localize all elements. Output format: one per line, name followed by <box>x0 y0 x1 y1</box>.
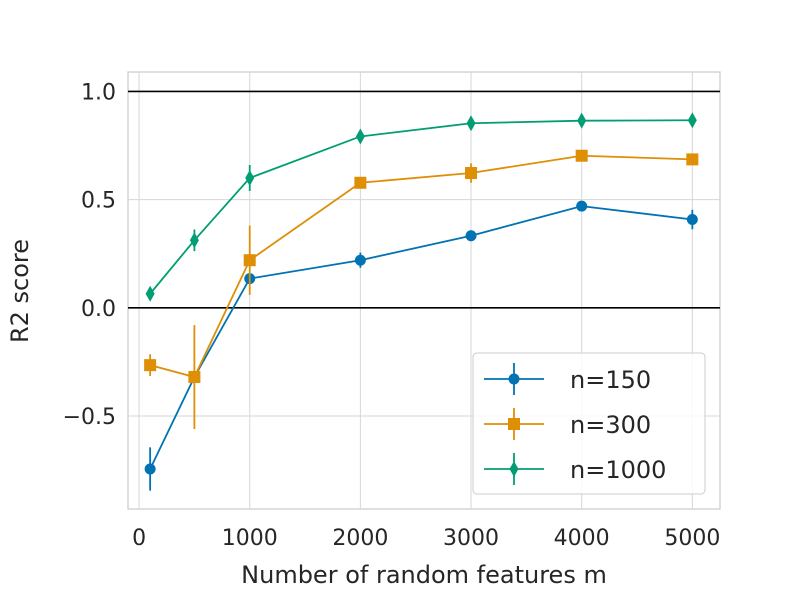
data-point <box>355 128 365 145</box>
data-point <box>575 149 588 162</box>
x-tick-label: 5000 <box>664 526 720 551</box>
data-point <box>465 230 477 242</box>
data-point <box>576 200 588 212</box>
x-axis-label: Number of random features m <box>241 561 607 589</box>
x-tick-label: 2000 <box>332 526 388 551</box>
data-point <box>686 214 698 226</box>
legend: n=150 n=300 n=1000 <box>472 352 706 495</box>
y-tick-label: 1.0 <box>81 80 116 105</box>
data-point <box>465 167 478 180</box>
data-point <box>466 115 476 132</box>
y-tick-label: 0.0 <box>81 297 116 322</box>
legend-label: n=150 <box>570 366 651 394</box>
legend-marker <box>509 461 519 477</box>
data-point <box>145 285 155 302</box>
y-tick-label: 0.5 <box>81 189 116 214</box>
data-point <box>687 112 697 129</box>
x-tick-label: 1000 <box>222 526 278 551</box>
data-point <box>577 112 587 129</box>
x-axis-ticks: 0 1000 2000 3000 4000 5000 <box>132 526 720 551</box>
x-tick-label: 4000 <box>554 526 610 551</box>
legend-label: n=300 <box>570 411 651 439</box>
x-tick-label: 3000 <box>443 526 499 551</box>
legend-marker <box>508 373 520 385</box>
y-axis-label: R2 score <box>6 239 34 343</box>
data-point <box>686 153 699 166</box>
data-point <box>354 176 367 189</box>
y-axis-ticks: −0.5 0.0 0.5 1.0 <box>63 80 116 430</box>
data-point <box>354 254 366 266</box>
x-tick-label: 0 <box>132 526 146 551</box>
data-point <box>144 359 157 372</box>
legend-label: n=1000 <box>570 456 666 484</box>
series-n=1000 <box>145 112 697 302</box>
data-point <box>243 254 256 267</box>
data-point <box>144 463 156 475</box>
series-layer <box>144 112 699 491</box>
legend-box <box>472 352 706 495</box>
data-point <box>189 232 199 249</box>
legend-marker <box>508 418 520 430</box>
y-tick-label: −0.5 <box>63 405 116 430</box>
data-point <box>245 170 255 187</box>
data-point <box>188 371 201 384</box>
series-n=300 <box>144 149 699 429</box>
